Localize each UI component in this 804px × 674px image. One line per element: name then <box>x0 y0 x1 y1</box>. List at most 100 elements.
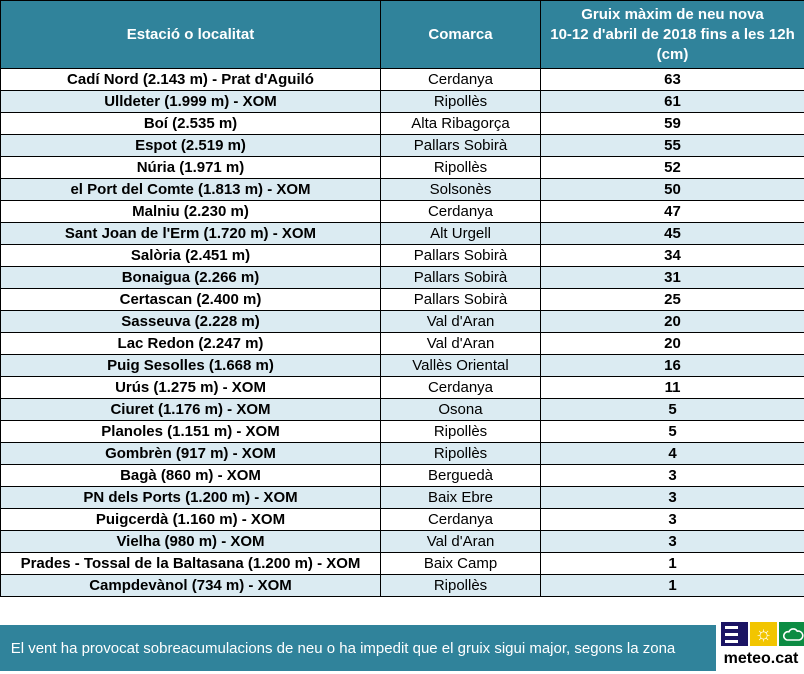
table-row: Vielha (980 m) - XOM Val d'Aran 3 <box>0 530 804 553</box>
table-body: Cadí Nord (2.143 m) - Prat d'Aguiló Cerda… <box>0 68 804 597</box>
station-cell: Puigcerdà (1.160 m) - XOM <box>0 508 381 531</box>
comarca-cell: Ripollès <box>380 90 541 113</box>
comarca-cell: Ripollès <box>380 156 541 179</box>
station-cell: Urús (1.275 m) - XOM <box>0 376 381 399</box>
station-cell: Planoles (1.151 m) - XOM <box>0 420 381 443</box>
station-cell: Sasseuva (2.228 m) <box>0 310 381 333</box>
value-cell: 3 <box>540 530 804 553</box>
comarca-cell: Cerdanya <box>380 68 541 91</box>
comarca-cell: Ripollès <box>380 442 541 465</box>
value-cell: 63 <box>540 68 804 91</box>
station-cell: el Port del Comte (1.813 m) - XOM <box>0 178 381 201</box>
comarca-cell: Pallars Sobirà <box>380 288 541 311</box>
station-cell: Sant Joan de l'Erm (1.720 m) - XOM <box>0 222 381 245</box>
sun-icon: ☼ <box>750 622 777 646</box>
table-row: Cadí Nord (2.143 m) - Prat d'Aguiló Cerda… <box>0 68 804 91</box>
meteocat-wordmark: meteo.cat <box>723 650 799 667</box>
value-cell: 55 <box>540 134 804 157</box>
comarca-cell: Ripollès <box>380 420 541 443</box>
footer-note-text: El vent ha provocat sobreacumulacions de… <box>10 639 676 657</box>
station-cell: Espot (2.519 m) <box>0 134 381 157</box>
comarca-cell: Solsonès <box>380 178 541 201</box>
value-cell: 45 <box>540 222 804 245</box>
column-header-comarca: Comarca <box>380 0 541 69</box>
value-cell: 59 <box>540 112 804 135</box>
station-cell: Vielha (980 m) - XOM <box>0 530 381 553</box>
table-row: Ulldeter (1.999 m) - XOM Ripollès 61 <box>0 90 804 113</box>
table-row: Ciuret (1.176 m) - XOM Osona 5 <box>0 398 804 421</box>
station-cell: Bagà (860 m) - XOM <box>0 464 381 487</box>
comarca-cell: Osona <box>380 398 541 421</box>
table-row: Urús (1.275 m) - XOM Cerdanya 11 <box>0 376 804 399</box>
value-cell: 3 <box>540 486 804 509</box>
column-header-station: Estació o localitat <box>0 0 381 69</box>
comarca-cell: Val d'Aran <box>380 332 541 355</box>
cloud-icon <box>779 622 804 646</box>
station-cell: Bonaigua (2.266 m) <box>0 266 381 289</box>
value-cell: 5 <box>540 420 804 443</box>
meteocat-logo: ☼ meteo.cat <box>716 620 804 674</box>
table-row: PN dels Ports (1.200 m) - XOM Baix Ebre 3 <box>0 486 804 509</box>
table-row: Malniu (2.230 m) Cerdanya 47 <box>0 200 804 223</box>
station-cell: Malniu (2.230 m) <box>0 200 381 223</box>
comarca-cell: Cerdanya <box>380 376 541 399</box>
value-cell: 52 <box>540 156 804 179</box>
station-cell: Lac Redon (2.247 m) <box>0 332 381 355</box>
table-row: Salòria (2.451 m) Pallars Sobirà 34 <box>0 244 804 267</box>
table-row: Boí (2.535 m) Alta Ribagorça 59 <box>0 112 804 135</box>
table-row: Certascan (2.400 m) Pallars Sobirà 25 <box>0 288 804 311</box>
table-row: Sasseuva (2.228 m) Val d'Aran 20 <box>0 310 804 333</box>
table-row: Gombrèn (917 m) - XOM Ripollès 4 <box>0 442 804 465</box>
footer-note-bar: El vent ha provocat sobreacumulacions de… <box>0 625 804 671</box>
value-cell: 61 <box>540 90 804 113</box>
snow-depth-table: Estació o localitat Comarca Gruix màxim … <box>0 0 804 597</box>
station-cell: Salòria (2.451 m) <box>0 244 381 267</box>
value-cell: 3 <box>540 508 804 531</box>
table-row: Lac Redon (2.247 m) Val d'Aran 20 <box>0 332 804 355</box>
table-row: Sant Joan de l'Erm (1.720 m) - XOM Alt Ur… <box>0 222 804 245</box>
comarca-cell: Pallars Sobirà <box>380 266 541 289</box>
comarca-cell: Vallès Oriental <box>380 354 541 377</box>
value-cell: 5 <box>540 398 804 421</box>
value-cell: 3 <box>540 464 804 487</box>
value-cell: 11 <box>540 376 804 399</box>
station-cell: Puig Sesolles (1.668 m) <box>0 354 381 377</box>
value-cell: 16 <box>540 354 804 377</box>
value-cell: 50 <box>540 178 804 201</box>
station-cell: Cadí Nord (2.143 m) - Prat d'Aguiló <box>0 68 381 91</box>
station-cell: PN dels Ports (1.200 m) - XOM <box>0 486 381 509</box>
comarca-cell: Alt Urgell <box>380 222 541 245</box>
comarca-cell: Pallars Sobirà <box>380 244 541 267</box>
comarca-cell: Cerdanya <box>380 200 541 223</box>
table-row: Núria (1.971 m) Ripollès 52 <box>0 156 804 179</box>
station-cell: Ciuret (1.176 m) - XOM <box>0 398 381 421</box>
table-row: Bonaigua (2.266 m) Pallars Sobirà 31 <box>0 266 804 289</box>
table-header: Estació o localitat Comarca Gruix màxim … <box>0 0 804 69</box>
value-cell: 31 <box>540 266 804 289</box>
value-cell: 34 <box>540 244 804 267</box>
comarca-cell: Pallars Sobirà <box>380 134 541 157</box>
table-row: Bagà (860 m) - XOM Berguedà 3 <box>0 464 804 487</box>
table-row: Campdevànol (734 m) - XOM Ripollès 1 <box>0 574 804 597</box>
value-cell: 1 <box>540 552 804 575</box>
menu-lines-icon <box>721 622 748 646</box>
station-cell: Gombrèn (917 m) - XOM <box>0 442 381 465</box>
table-row: Espot (2.519 m) Pallars Sobirà 55 <box>0 134 804 157</box>
comarca-cell: Ripollès <box>380 574 541 597</box>
table-row: Puigcerdà (1.160 m) - XOM Cerdanya 3 <box>0 508 804 531</box>
column-header-snow-depth: Gruix màxim de neu nova 10-12 d'abril de… <box>540 0 804 69</box>
value-cell: 20 <box>540 332 804 355</box>
station-cell: Certascan (2.400 m) <box>0 288 381 311</box>
station-cell: Boí (2.535 m) <box>0 112 381 135</box>
station-cell: Prades - Tossal de la Baltasana (1.200 m… <box>0 552 381 575</box>
comarca-cell: Val d'Aran <box>380 310 541 333</box>
table-row: Prades - Tossal de la Baltasana (1.200 m… <box>0 552 804 575</box>
comarca-cell: Baix Camp <box>380 552 541 575</box>
value-cell: 20 <box>540 310 804 333</box>
value-cell: 25 <box>540 288 804 311</box>
table-row: Planoles (1.151 m) - XOM Ripollès 5 <box>0 420 804 443</box>
table-row: Puig Sesolles (1.668 m) Vallès Oriental 16 <box>0 354 804 377</box>
comarca-cell: Alta Ribagorça <box>380 112 541 135</box>
comarca-cell: Val d'Aran <box>380 530 541 553</box>
